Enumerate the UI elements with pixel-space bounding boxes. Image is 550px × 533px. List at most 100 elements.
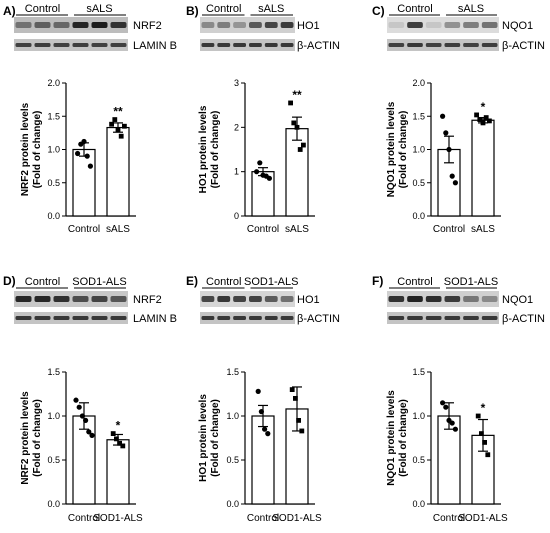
blot-band [463, 296, 479, 302]
y-tick-label: 0.5 [412, 178, 425, 188]
blot-background [387, 291, 499, 307]
y-tick-label: 1 [234, 167, 239, 177]
blot-band [233, 296, 246, 302]
loading-control-label: LAMIN B [133, 313, 177, 325]
x-category-label: Control [68, 224, 100, 235]
protein-label: NQO1 [502, 20, 533, 32]
blot-band [201, 316, 215, 320]
y-tick-label: 1.5 [412, 367, 425, 377]
protein-label: NRF2 [133, 20, 162, 32]
blot-background [200, 17, 295, 33]
loading-control-label: β-ACTIN [297, 40, 340, 52]
blot-band [481, 316, 498, 320]
x-category-label: SOD1-ALS [272, 513, 322, 524]
blot-band [201, 296, 215, 302]
blot-band [91, 43, 108, 47]
y-axis-label-line2: (Fold of change) [32, 399, 43, 477]
panel-e: E) Control SOD1-ALSHO1β-ACTIN0.00.51.01.5H… [186, 274, 340, 524]
blot-band [425, 316, 442, 320]
y-tick-label: 1.0 [47, 145, 60, 155]
blot-band [201, 43, 215, 47]
bar-chart: 0.0 0.5 1.0 1.5 2.0 NRF2 protein levels(Fold … [20, 78, 136, 235]
western-blot-strip-loading [387, 312, 499, 324]
blot-band [15, 22, 32, 28]
blot-background [200, 39, 295, 51]
blot-band [444, 296, 461, 302]
data-point-control [83, 417, 89, 423]
data-point-control [266, 175, 272, 181]
bar-disease [106, 126, 130, 217]
group-label-control: Control [206, 3, 241, 15]
y-axis-label: NQO1 protein levels(Fold of change) [386, 390, 409, 486]
data-point-disease [294, 124, 300, 130]
significance-marker: * [116, 419, 121, 433]
blot-band [91, 316, 108, 320]
loading-control-label: LAMIN B [133, 40, 177, 52]
blot-band [407, 22, 423, 28]
y-tick-label: 3 [234, 78, 239, 88]
x-category-label: Control [247, 513, 279, 524]
blot-band [34, 296, 51, 302]
blot-band [264, 296, 278, 302]
blot-background [387, 17, 499, 33]
y-axis-label-line1: NRF2 protein levels [20, 391, 31, 485]
y-tick-label: 0.0 [47, 211, 60, 221]
data-point-disease [480, 120, 486, 126]
group-label-control: Control [206, 276, 241, 288]
y-tick-label: 0.5 [412, 455, 425, 465]
y-axis-label: NRF2 protein levels(Fold of change) [20, 391, 43, 485]
bar-chart: 0.0 0.5 1.0 1.5 NRF2 protein levels(Fold of … [20, 367, 143, 524]
data-point-disease [482, 440, 487, 445]
data-point-disease [114, 436, 119, 442]
y-axis-label-line2: (Fold of change) [398, 399, 409, 477]
blot-band [388, 22, 405, 28]
blot-band [425, 22, 442, 28]
data-point-control [255, 388, 261, 394]
panel-f: F) Control SOD1-ALSNQO1β-ACTIN0.00.51.01.5… [372, 274, 545, 524]
blot-background [387, 312, 499, 324]
blot-band [407, 296, 423, 302]
blot-band [72, 316, 89, 320]
y-axis-label-line2: (Fold of change) [210, 111, 221, 189]
y-tick-label: 1.5 [412, 111, 425, 121]
data-point-disease [487, 118, 492, 124]
western-blot-strip-loading [200, 312, 295, 324]
blot-band [280, 296, 294, 302]
data-point-disease [115, 127, 121, 132]
blot-band [249, 316, 262, 320]
y-axis-label-line1: HO1 protein levels [198, 394, 209, 482]
x-category-label: sALS [471, 224, 495, 235]
blot-band [34, 316, 51, 320]
y-axis-label: NRF2 protein levels(Fold of change) [20, 102, 43, 196]
blot-band [53, 316, 70, 320]
y-axis-label: HO1 protein levels(Fold of change) [198, 105, 221, 193]
blot-background [14, 39, 128, 51]
blot-band [249, 22, 262, 28]
blot-band [407, 43, 423, 47]
y-tick-label: 0.5 [47, 455, 60, 465]
blot-band [463, 22, 479, 28]
data-point-control [446, 146, 452, 153]
protein-label: HO1 [297, 294, 320, 306]
blot-background [14, 17, 128, 33]
western-blot-strip-target [387, 17, 499, 33]
blot-band [280, 22, 294, 28]
bar-chart: 0 1 2 3 HO1 protein levels(Fold of change) Co… [198, 78, 315, 235]
bar-disease [285, 128, 309, 217]
blot-background [200, 312, 295, 324]
y-axis-label-line2: (Fold of change) [32, 111, 43, 189]
blot-band [444, 316, 461, 320]
western-blot-strip-loading [387, 39, 499, 51]
y-tick-label: 1.0 [412, 145, 425, 155]
blot-band [481, 22, 498, 28]
data-point-disease [291, 120, 297, 126]
bar-control [72, 148, 96, 217]
data-point-control [449, 173, 455, 179]
blot-background [387, 39, 499, 51]
data-point-disease [483, 115, 489, 120]
loading-control-label: β-ACTIN [502, 313, 545, 325]
blot-band [264, 316, 278, 320]
data-point-control [449, 420, 455, 426]
significance-marker: ** [292, 88, 302, 102]
y-axis-label: NQO1 protein levels(Fold of change) [386, 101, 409, 197]
